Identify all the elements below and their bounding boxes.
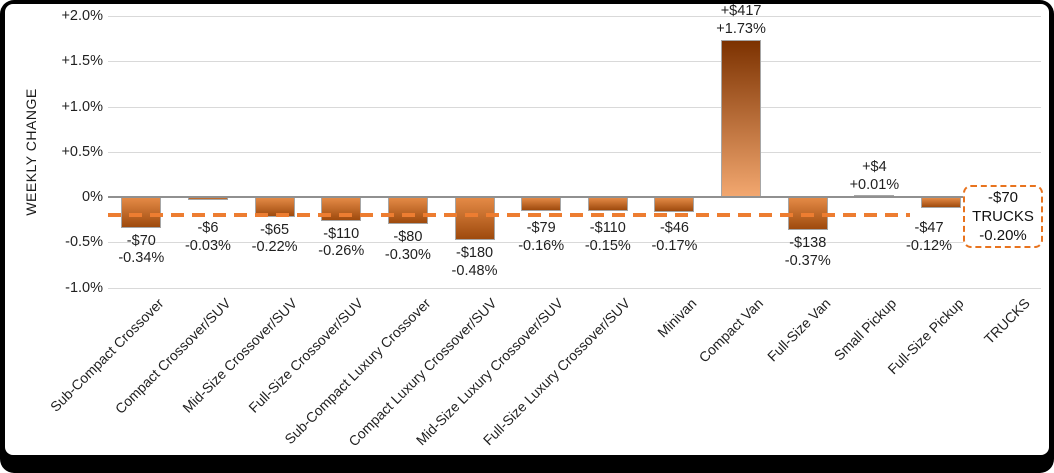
trucks-annotation-box: -$70 TRUCKS -0.20% — [963, 185, 1043, 248]
bar-label-percent: -0.22% — [251, 239, 298, 256]
bar-label-sub-compact-luxury-crossover: -$80 -0.30% — [360, 229, 456, 264]
bar-label-percent: -0.26% — [318, 243, 365, 260]
x-tick-label-trucks: TRUCKS — [980, 295, 1034, 348]
y-tick-label: -1.0% — [65, 279, 103, 296]
x-tick-label-sub-compact-crossover: Sub-Compact Crossover — [46, 295, 167, 415]
zero-axis-line — [108, 196, 1041, 198]
annotation-line: -$70 — [987, 189, 1019, 206]
x-tick-label-full-size-luxury-crossover-suv: Full-Size Luxury Crossover/SUV — [479, 295, 634, 449]
bar-label-dollar: -$180 — [455, 245, 494, 262]
bar-label-full-size-crossover-suv: -$110 -0.26% — [293, 226, 389, 261]
bar-label-compact-van: +$417 +1.73% — [693, 4, 789, 38]
y-tick-label: +2.0% — [61, 8, 103, 24]
x-tick-label-compact-van: Compact Van — [695, 295, 767, 366]
x-tick-label-full-size-crossover-suv: Full-Size Crossover/SUV — [245, 295, 367, 416]
bar-label-dollar: -$47 — [914, 220, 944, 237]
bar-sub-compact-luxury-crossover — [387, 197, 428, 225]
x-tick-label-mid-size-crossover-suv: Mid-Size Crossover/SUV — [179, 295, 300, 416]
bar-label-percent: +1.73% — [716, 20, 766, 37]
x-tick-label-compact-crossover-suv: Compact Crossover/SUV — [111, 295, 234, 417]
bar-label-dollar: -$80 — [393, 229, 423, 246]
bar-minivan — [654, 197, 695, 213]
bar-label-percent: -0.17% — [651, 237, 698, 254]
bar-label-dollar: -$138 — [789, 235, 827, 252]
bar-label-minivan: -$46 -0.17% — [626, 220, 722, 255]
gridline — [108, 242, 1041, 244]
bar-full-size-pickup — [921, 197, 962, 208]
bar-label-percent: -0.16% — [518, 237, 565, 254]
average-reference-line — [108, 213, 910, 218]
bar-label-compact-crossover-suv: -$6 -0.03% — [160, 220, 256, 255]
bar-label-small-pickup: +$4 +0.01% — [826, 159, 922, 194]
plot-area: +2.0% +1.5% +1.0% +0.5% 0% -0.5% -1.0% -$70 -0.3… — [5, 4, 1049, 455]
bar-label-percent: -0.03% — [184, 237, 231, 254]
bar-sub-compact-crossover — [121, 197, 162, 228]
bar-label-dollar: +$417 — [720, 4, 762, 20]
bar-label-dollar: -$79 — [526, 220, 556, 237]
y-tick-label: +1.0% — [61, 98, 103, 115]
bar-label-dollar: -$65 — [260, 221, 290, 238]
bar-label-sub-compact-crossover: -$70 -0.34% — [93, 233, 189, 268]
gridline — [108, 16, 1041, 17]
y-tick-label: +1.5% — [61, 53, 103, 70]
annotation-line: -0.20% — [979, 227, 1027, 244]
chart-area: WEEKLY CHANGE +2.0% +1.5% +1.0% +0.5% 0% -0.5… — [5, 4, 1049, 455]
x-tick-label-small-pickup: Small Pickup — [831, 295, 900, 364]
bar-label-full-size-van: -$138 -0.37% — [760, 235, 856, 270]
bar-label-dollar: -$6 — [197, 220, 219, 237]
bar-full-size-luxury-crossover-suv — [587, 197, 628, 211]
bar-label-dollar: -$110 — [589, 220, 626, 237]
annotation-line: TRUCKS — [972, 208, 1034, 225]
bar-label-dollar: -$46 — [659, 220, 689, 237]
bar-label-dollar: +$4 — [862, 159, 887, 176]
gridline — [108, 151, 1041, 153]
bar-label-percent: -0.34% — [118, 250, 165, 267]
bar-label-compact-luxury-crossover-suv: -$180 -0.48% — [427, 245, 523, 280]
y-tick-label: +0.5% — [61, 143, 103, 160]
y-tick-label: -0.5% — [65, 234, 103, 251]
gridline — [108, 287, 1041, 289]
bar-label-percent: -0.15% — [584, 237, 631, 254]
bar-label-mid-size-luxury-crossover-suv: -$79 -0.16% — [493, 220, 589, 255]
bar-label-percent: -0.48% — [451, 262, 498, 279]
bar-label-percent: -0.30% — [384, 246, 431, 263]
bar-mid-size-luxury-crossover-suv — [521, 197, 562, 212]
bar-compact-luxury-crossover-suv — [454, 197, 495, 241]
bar-label-percent: -0.37% — [784, 252, 831, 269]
bar-label-dollar: -$110 — [323, 225, 360, 242]
gridline — [108, 106, 1041, 108]
x-tick-label-minivan: Minivan — [654, 295, 700, 341]
gridline — [108, 61, 1041, 63]
bar-label-percent: -0.12% — [906, 237, 952, 254]
bar-label-percent: +0.01% — [849, 176, 900, 193]
bar-label-dollar: -$70 — [126, 232, 156, 249]
bar-compact-van — [721, 40, 762, 197]
bar-label-mid-size-crossover-suv: -$65 -0.22% — [227, 222, 323, 257]
bar-label-full-size-pickup: -$47 -0.12% — [881, 220, 977, 255]
y-tick-label: 0% — [82, 189, 103, 205]
x-tick-label-full-size-van: Full-Size Van — [763, 295, 834, 365]
bar-label-full-size-luxury-crossover-suv: -$110 -0.15% — [560, 220, 656, 255]
